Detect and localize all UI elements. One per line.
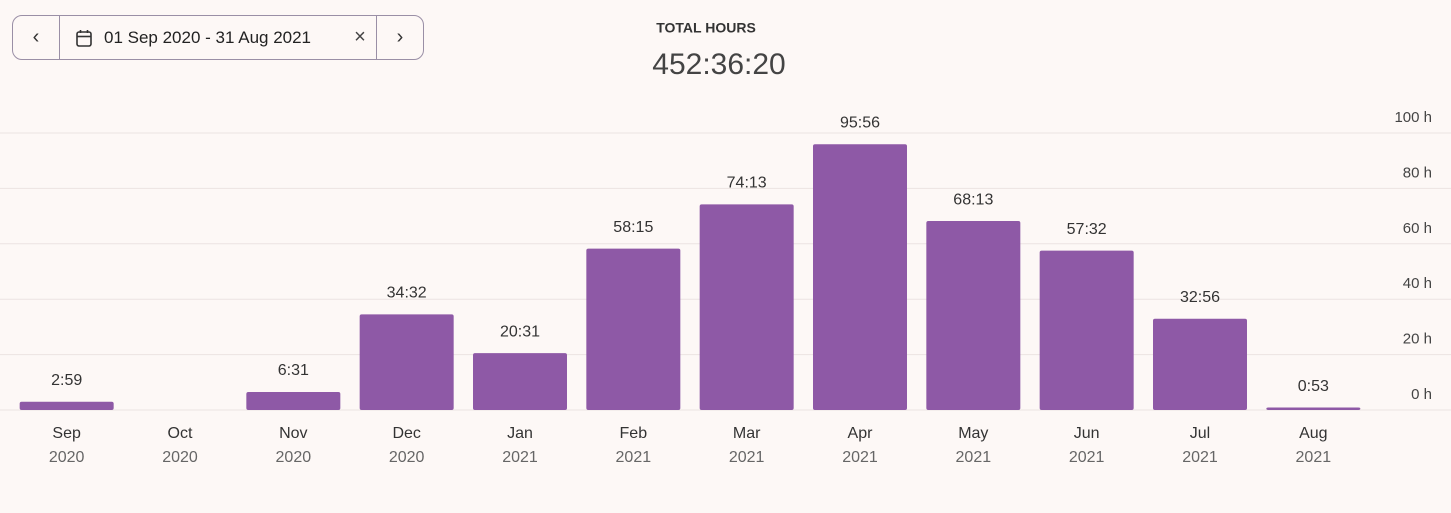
x-tick-year: 2021 <box>616 449 652 466</box>
value-label: 32:56 <box>1180 289 1220 306</box>
x-tick-year: 2021 <box>842 449 878 466</box>
x-tick-label: Feb <box>620 425 648 442</box>
bar <box>926 221 1021 410</box>
bar <box>586 248 681 410</box>
date-range[interactable]: 01 Sep 2020 - 31 Aug 2021 × <box>60 16 376 59</box>
x-tick-label: Jul <box>1190 425 1210 442</box>
y-tick-label: 20 h <box>1403 331 1432 348</box>
x-tick-label: Nov <box>279 425 307 442</box>
y-tick-label: 60 h <box>1403 220 1432 237</box>
previous-button[interactable]: ‹ <box>13 16 60 59</box>
x-tick-label: May <box>958 425 988 442</box>
value-label: 34:32 <box>387 285 427 302</box>
x-tick-label: Aug <box>1299 425 1327 442</box>
x-tick-year: 2020 <box>389 449 425 466</box>
x-tick-label: Sep <box>52 425 81 442</box>
bar <box>1153 318 1247 410</box>
value-label: 74:13 <box>727 175 767 192</box>
x-tick-label: Oct <box>168 425 193 442</box>
y-tick-label: 40 h <box>1403 275 1432 292</box>
x-tick-year: 2021 <box>956 449 992 466</box>
x-tick-label: Jun <box>1074 425 1100 442</box>
x-tick-label: Jan <box>507 425 533 442</box>
value-label: 68:13 <box>953 191 993 208</box>
bar <box>19 401 114 410</box>
bar <box>1039 250 1134 410</box>
x-tick-year: 2021 <box>502 449 538 466</box>
bar <box>813 144 907 410</box>
x-tick-year: 2021 <box>1296 449 1332 466</box>
x-tick-year: 2020 <box>162 449 198 466</box>
summary-value: 452:36:20 <box>652 48 785 81</box>
summary-label: TOTAL HOURS <box>656 20 756 36</box>
x-tick-label: Dec <box>392 425 420 442</box>
value-label: 20:31 <box>500 323 540 340</box>
value-label: 6:31 <box>278 362 309 379</box>
x-tick-year: 2020 <box>49 449 85 466</box>
clear-button[interactable]: × <box>354 26 366 48</box>
date-picker: ‹ 01 Sep 2020 - 31 Aug 2021 × › <box>12 15 424 60</box>
x-tick-year: 2020 <box>276 449 312 466</box>
x-tick-year: 2021 <box>1182 449 1218 466</box>
y-tick-label: 100 h <box>1394 109 1432 126</box>
value-label: 2:59 <box>51 372 82 389</box>
next-button[interactable]: › <box>376 16 423 59</box>
y-tick-label: 0 h <box>1411 386 1432 403</box>
x-tick-label: Apr <box>848 425 874 442</box>
value-label: 58:15 <box>613 219 653 236</box>
bar <box>1266 407 1361 410</box>
value-label: 95:56 <box>840 114 880 131</box>
date-range-text: 01 Sep 2020 - 31 Aug 2021 <box>104 27 312 47</box>
x-tick-year: 2021 <box>729 449 765 466</box>
x-tick-label: Mar <box>733 425 761 442</box>
bar <box>359 314 454 410</box>
y-tick-label: 80 h <box>1403 164 1432 181</box>
bar <box>473 353 567 410</box>
bar <box>246 391 341 410</box>
bar <box>699 204 794 410</box>
value-label: 0:53 <box>1298 378 1329 395</box>
value-label: 57:32 <box>1067 221 1107 238</box>
calendar-icon <box>76 29 92 47</box>
x-tick-year: 2021 <box>1069 449 1105 466</box>
